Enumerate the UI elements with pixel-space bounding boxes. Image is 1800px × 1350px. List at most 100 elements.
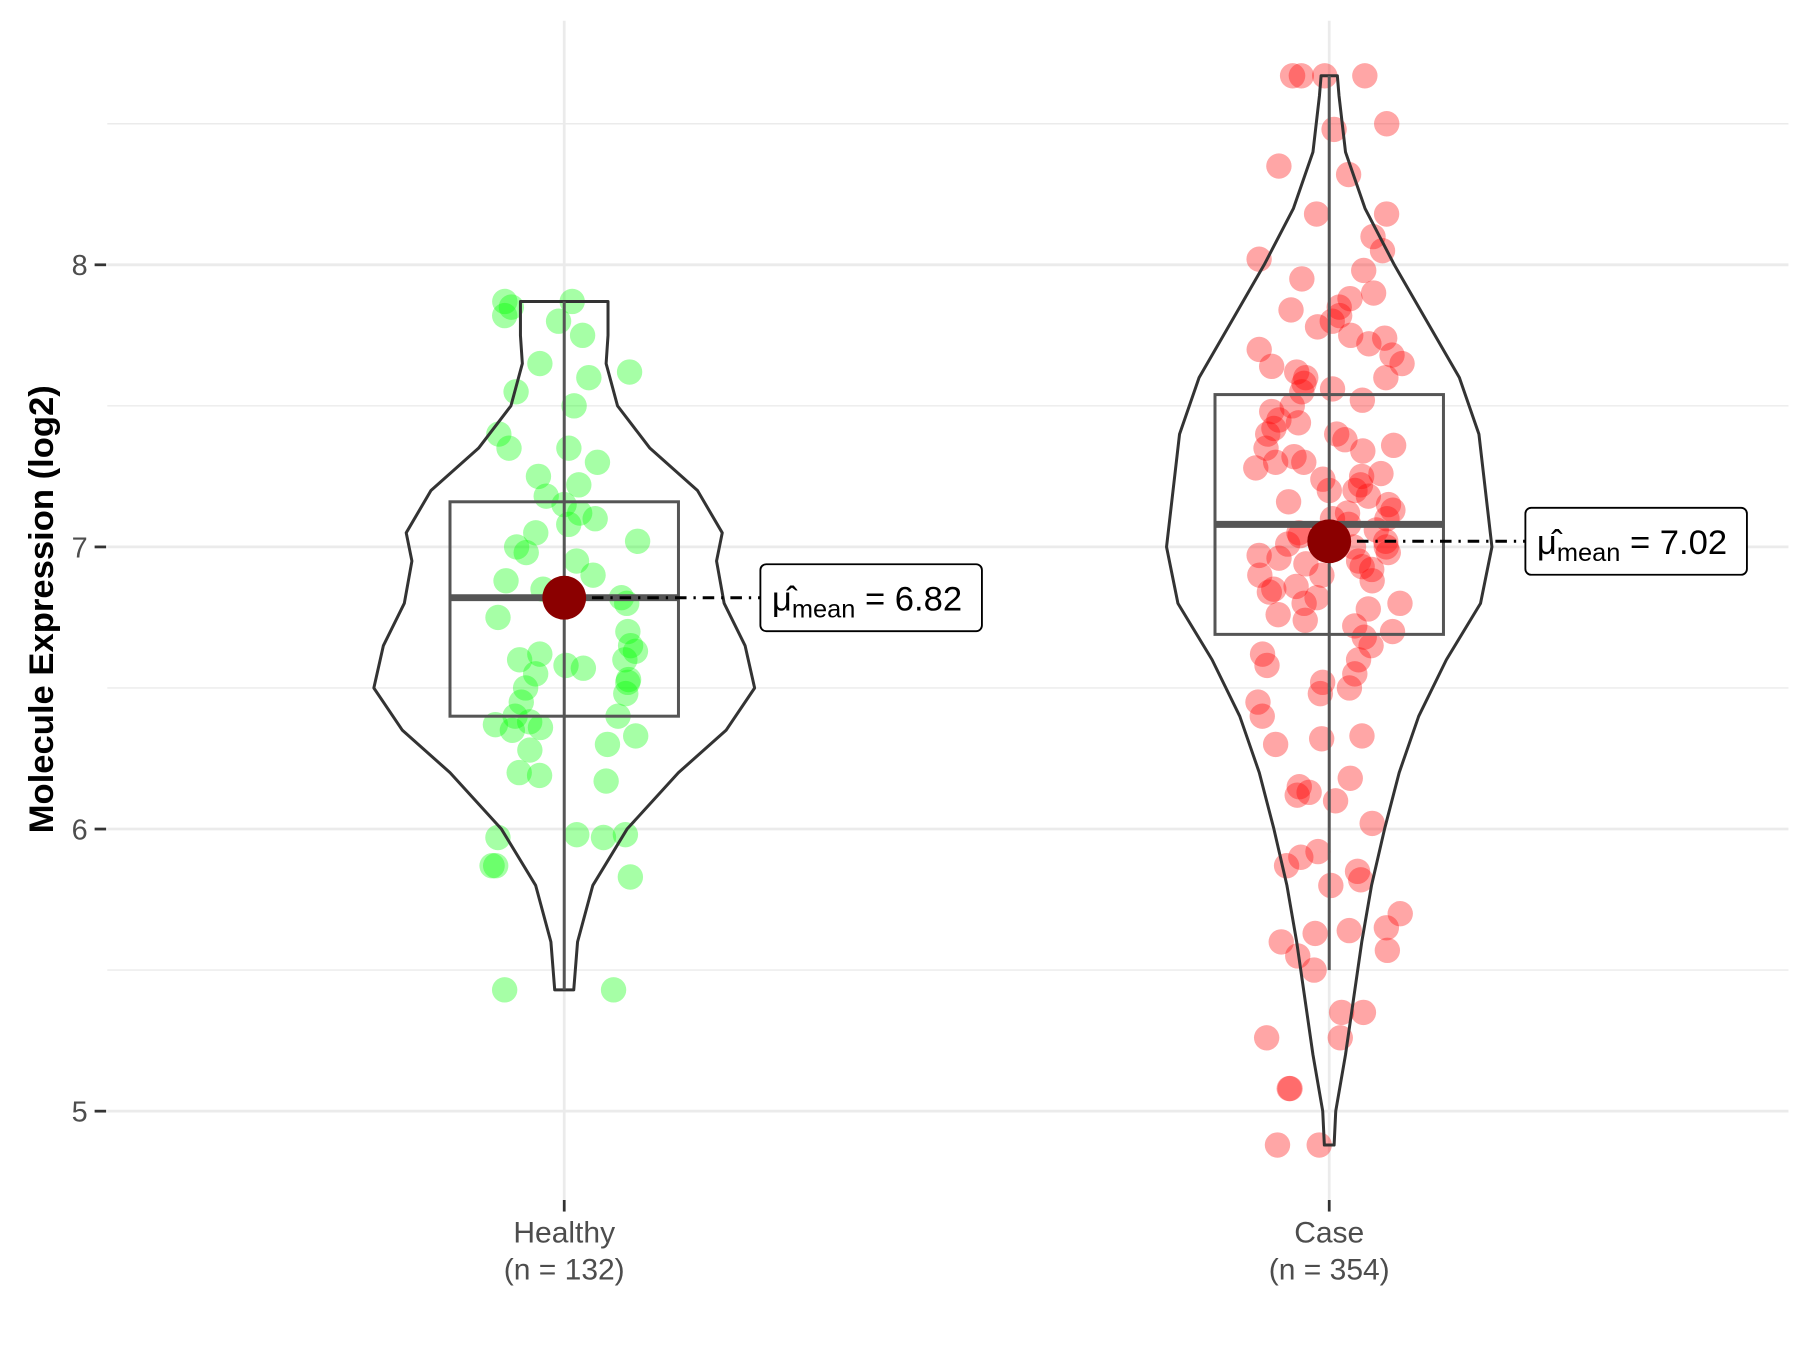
data-point: [1373, 201, 1400, 227]
data-point: [1337, 285, 1363, 312]
data-point: [615, 669, 641, 696]
data-point: [1246, 542, 1272, 569]
data-point: [522, 661, 549, 687]
data-point: [1304, 585, 1330, 611]
data-point: [527, 350, 553, 377]
data-point: [512, 675, 539, 701]
data-point: [1310, 466, 1336, 492]
data-point: [1360, 223, 1386, 250]
data-point: [498, 294, 525, 320]
data-point: [1344, 858, 1371, 885]
data-point: [1281, 443, 1307, 470]
data-point: [1275, 531, 1301, 557]
data-point: [1289, 266, 1315, 292]
data-point: [1285, 410, 1312, 436]
data-point: [561, 393, 587, 419]
data-point: [1338, 322, 1364, 349]
x-label-healthy-n: (n = 132): [504, 1254, 625, 1287]
data-point: [1306, 1132, 1332, 1158]
data-point: [1328, 999, 1355, 1026]
violin-outline: [372, 299, 757, 992]
data-point: [506, 647, 533, 673]
data-point: [1253, 1025, 1280, 1051]
data-point: [517, 737, 543, 763]
data-point: [503, 534, 530, 560]
data-point: [1256, 579, 1283, 605]
data-point: [1261, 576, 1287, 602]
data-point: [624, 528, 651, 554]
data-point: [612, 647, 638, 673]
data-point: [569, 322, 596, 349]
data-point: [1243, 455, 1269, 481]
data-point: [527, 714, 554, 741]
data-point: [1321, 116, 1347, 143]
data-point: [1372, 325, 1398, 351]
data-point: [1284, 359, 1310, 385]
data-point: [525, 463, 552, 490]
data-point: [1375, 539, 1401, 566]
data-point: [617, 632, 644, 659]
data-point: [1359, 556, 1385, 583]
data-point: [1268, 929, 1294, 955]
data-point: [1309, 669, 1336, 696]
data-point: [1350, 438, 1376, 464]
y-tick-label: 7: [72, 532, 88, 564]
data-point: [1277, 1075, 1303, 1102]
y-tick-label: 6: [72, 814, 88, 846]
data-point: [593, 768, 619, 794]
data-point: [1389, 350, 1415, 377]
data-point: [1360, 280, 1387, 306]
data-point: [1291, 370, 1317, 396]
data-point: [1266, 407, 1292, 433]
chart-marks: μ̂mean = 6.82 μ̂mean = 7.02: [372, 63, 1748, 1158]
data-point: [566, 500, 593, 526]
data-point: [491, 302, 518, 329]
y-tick-label: 5: [72, 1097, 88, 1129]
data-point: [1283, 573, 1309, 600]
data-point: [553, 652, 579, 679]
violin-outline: [1165, 74, 1494, 1147]
data-point: [1326, 302, 1353, 329]
data-point: [1305, 838, 1331, 865]
data-point: [1291, 590, 1317, 617]
data-point: [1334, 500, 1361, 526]
x-label-case-n: (n = 354): [1269, 1254, 1390, 1287]
data-point: [615, 666, 642, 693]
data-point: [1350, 999, 1377, 1026]
data-point: [1342, 477, 1368, 504]
data-point: [563, 548, 590, 574]
data-point: [576, 364, 602, 391]
data-point: [1355, 596, 1381, 622]
data-point: [1275, 489, 1302, 515]
data-point: [1345, 647, 1372, 673]
data-point: [1355, 483, 1382, 509]
data-point: [594, 731, 621, 758]
data-point: [1373, 915, 1400, 941]
data-point: [1262, 731, 1289, 758]
data-point: [1276, 1075, 1302, 1102]
data-point: [613, 680, 639, 707]
data-point: [1293, 364, 1319, 391]
data-point: [1359, 810, 1385, 837]
data-point: [1318, 872, 1344, 899]
data-point: [1246, 336, 1272, 363]
data-point: [527, 641, 553, 667]
data-point: [485, 604, 511, 631]
data-point: [1245, 689, 1271, 715]
data-point: [1292, 607, 1318, 633]
data-point: [1279, 63, 1306, 89]
data-point: [1279, 393, 1305, 419]
data-point: [570, 655, 597, 681]
data-point: [1387, 590, 1413, 617]
y-tick-label: 8: [72, 250, 88, 282]
data-point: [1249, 641, 1276, 667]
data-point: [1348, 867, 1374, 893]
data-point: [1288, 63, 1315, 89]
data-point: [1336, 675, 1363, 701]
data-point: [1259, 398, 1285, 425]
data-point: [1303, 201, 1330, 227]
data-point: [496, 435, 522, 461]
data-point: [491, 977, 518, 1003]
data-point: [1342, 661, 1368, 687]
data-point: [600, 977, 627, 1003]
